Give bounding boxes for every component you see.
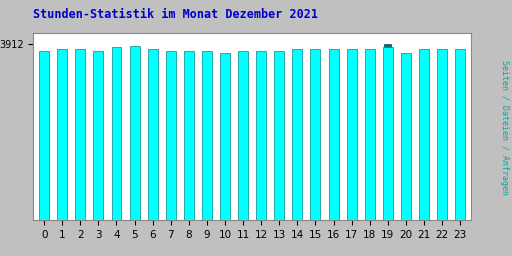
Bar (329, 49, 338, 220)
Bar (169, 127, 173, 220)
Bar (223, 132, 227, 220)
Bar (95, 69, 102, 220)
Bar (151, 120, 154, 220)
Bar (368, 121, 371, 220)
Bar (260, 130, 263, 220)
Bar (439, 61, 445, 220)
Bar (366, 70, 373, 220)
Bar (440, 111, 444, 220)
Bar (330, 65, 337, 220)
Bar (149, 67, 156, 220)
Bar (202, 51, 212, 220)
Bar (166, 51, 176, 220)
Bar (457, 65, 464, 220)
Text: Stunden-Statistik im Monat Dezember 2021: Stunden-Statistik im Monat Dezember 2021 (33, 8, 318, 21)
Bar (93, 51, 103, 220)
Bar (422, 116, 425, 220)
Bar (294, 69, 301, 220)
Bar (57, 49, 67, 220)
Bar (242, 129, 245, 220)
Text: Seiten / Dateien / Anfragen: Seiten / Dateien / Anfragen (500, 60, 509, 196)
Bar (115, 111, 118, 220)
Bar (205, 129, 208, 220)
Bar (402, 79, 410, 220)
Bar (437, 49, 447, 220)
Bar (383, 47, 393, 220)
Bar (296, 118, 299, 220)
Bar (130, 46, 140, 220)
Bar (401, 53, 411, 220)
Bar (419, 49, 429, 220)
Bar (222, 79, 228, 220)
Bar (240, 76, 247, 220)
Bar (133, 97, 136, 220)
Bar (350, 121, 353, 220)
Bar (147, 49, 158, 220)
Bar (258, 76, 265, 220)
Bar (276, 74, 283, 220)
Bar (455, 49, 465, 220)
Bar (314, 114, 317, 220)
Bar (386, 107, 390, 220)
Bar (385, 44, 391, 220)
Bar (113, 58, 120, 220)
Bar (187, 127, 190, 220)
Bar (40, 76, 48, 220)
Bar (60, 114, 64, 220)
Bar (42, 123, 46, 220)
Bar (310, 49, 321, 220)
Bar (312, 65, 319, 220)
Bar (97, 120, 100, 220)
Bar (256, 51, 266, 220)
Bar (274, 51, 284, 220)
Bar (238, 51, 248, 220)
Bar (292, 49, 303, 220)
Bar (203, 74, 210, 220)
Bar (131, 53, 138, 220)
Bar (185, 72, 193, 220)
Bar (420, 65, 428, 220)
Bar (112, 47, 121, 220)
Bar (348, 70, 355, 220)
Bar (220, 53, 230, 220)
Bar (365, 49, 375, 220)
Bar (184, 51, 194, 220)
Bar (347, 49, 357, 220)
Bar (77, 65, 84, 220)
Bar (167, 72, 174, 220)
Bar (79, 118, 82, 220)
Bar (59, 65, 66, 220)
Bar (459, 114, 462, 220)
Bar (75, 49, 86, 220)
Bar (39, 51, 49, 220)
Bar (278, 127, 281, 220)
Bar (332, 114, 335, 220)
Bar (404, 132, 408, 220)
